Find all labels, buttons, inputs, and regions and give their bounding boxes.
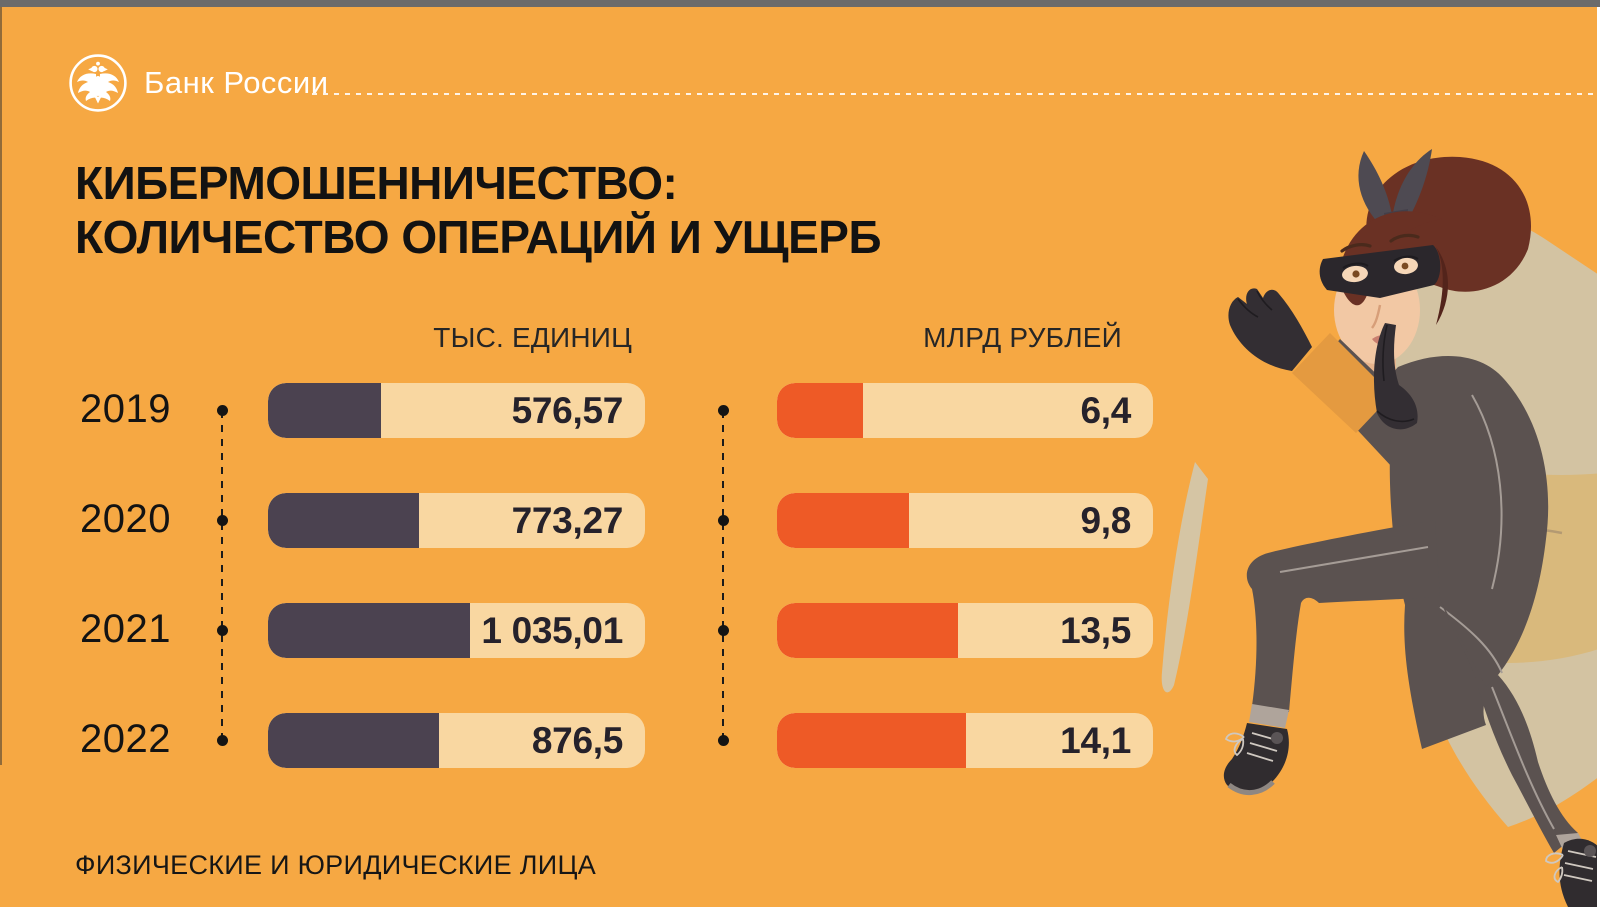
window-left-edge <box>0 7 2 765</box>
bar-value-label: 9,8 <box>1080 499 1131 541</box>
timeline-dot <box>717 515 729 526</box>
window-top-edge <box>0 0 1600 7</box>
timeline-dot <box>717 405 729 416</box>
timeline-dot <box>216 625 228 636</box>
bar-value-label: 773,27 <box>511 499 624 541</box>
bar-track: 876,5 <box>268 713 645 768</box>
bar-fill <box>777 383 863 438</box>
bar-fill <box>268 713 440 768</box>
bar-fill <box>777 603 959 658</box>
bar-track: 773,27 <box>268 493 645 548</box>
year-label: 2019 <box>80 386 171 431</box>
bar-fill <box>777 713 967 768</box>
bar-fill <box>268 493 420 548</box>
bar-track: 9,8 <box>777 493 1153 548</box>
bar-fill <box>777 493 909 548</box>
bank-of-russia-eagle-icon <box>69 54 127 112</box>
bar-track: 14,1 <box>777 713 1153 768</box>
year-label: 2020 <box>80 496 171 541</box>
timeline-dot <box>717 735 729 746</box>
bar-fill <box>268 383 381 438</box>
bank-of-russia-logo: Банк России <box>68 52 329 114</box>
timeline-dot <box>216 735 228 746</box>
bar-fill <box>268 603 471 658</box>
header-dashed-line <box>312 93 1597 95</box>
bar-value-label: 876,5 <box>531 719 623 761</box>
timeline-dashed-line <box>722 410 724 741</box>
bar-value-label: 1 035,01 <box>481 609 623 651</box>
bank-logo-text: Банк России <box>144 65 329 100</box>
page-title-line2: КОЛИЧЕСТВО ОПЕРАЦИЙ И УЩЕРБ <box>75 211 882 263</box>
timeline-dot <box>216 515 228 526</box>
page-title-line1: КИБЕРМОШЕННИЧЕСТВО: <box>75 157 678 209</box>
slide-right-margin <box>1597 7 1600 907</box>
bar-track: 576,57 <box>268 383 645 438</box>
column-header-rubles: МЛРД РУБЛЕЙ <box>923 322 1122 353</box>
year-label: 2022 <box>80 716 171 761</box>
bar-value-label: 6,4 <box>1080 389 1131 431</box>
bar-value-label: 576,57 <box>511 389 624 431</box>
timeline-dot <box>216 405 228 416</box>
timeline-dashed-line <box>221 410 223 741</box>
column-header-units: ТЫС. ЕДИНИЦ <box>433 322 632 353</box>
footer-note: ФИЗИЧЕСКИЕ И ЮРИДИЧЕСКИЕ ЛИЦА <box>75 850 597 880</box>
bar-value-label: 13,5 <box>1060 609 1131 651</box>
bar-track: 1 035,01 <box>268 603 645 658</box>
bar-value-label: 14,1 <box>1060 719 1131 761</box>
burglar-woman-illustration <box>1161 149 1600 907</box>
year-label: 2021 <box>80 606 171 651</box>
page-title: КИБЕРМОШЕННИЧЕСТВО: КОЛИЧЕСТВО ОПЕРАЦИЙ … <box>75 156 882 264</box>
timeline-dot <box>717 625 729 636</box>
bar-track: 6,4 <box>777 383 1153 438</box>
bar-track: 13,5 <box>777 603 1153 658</box>
